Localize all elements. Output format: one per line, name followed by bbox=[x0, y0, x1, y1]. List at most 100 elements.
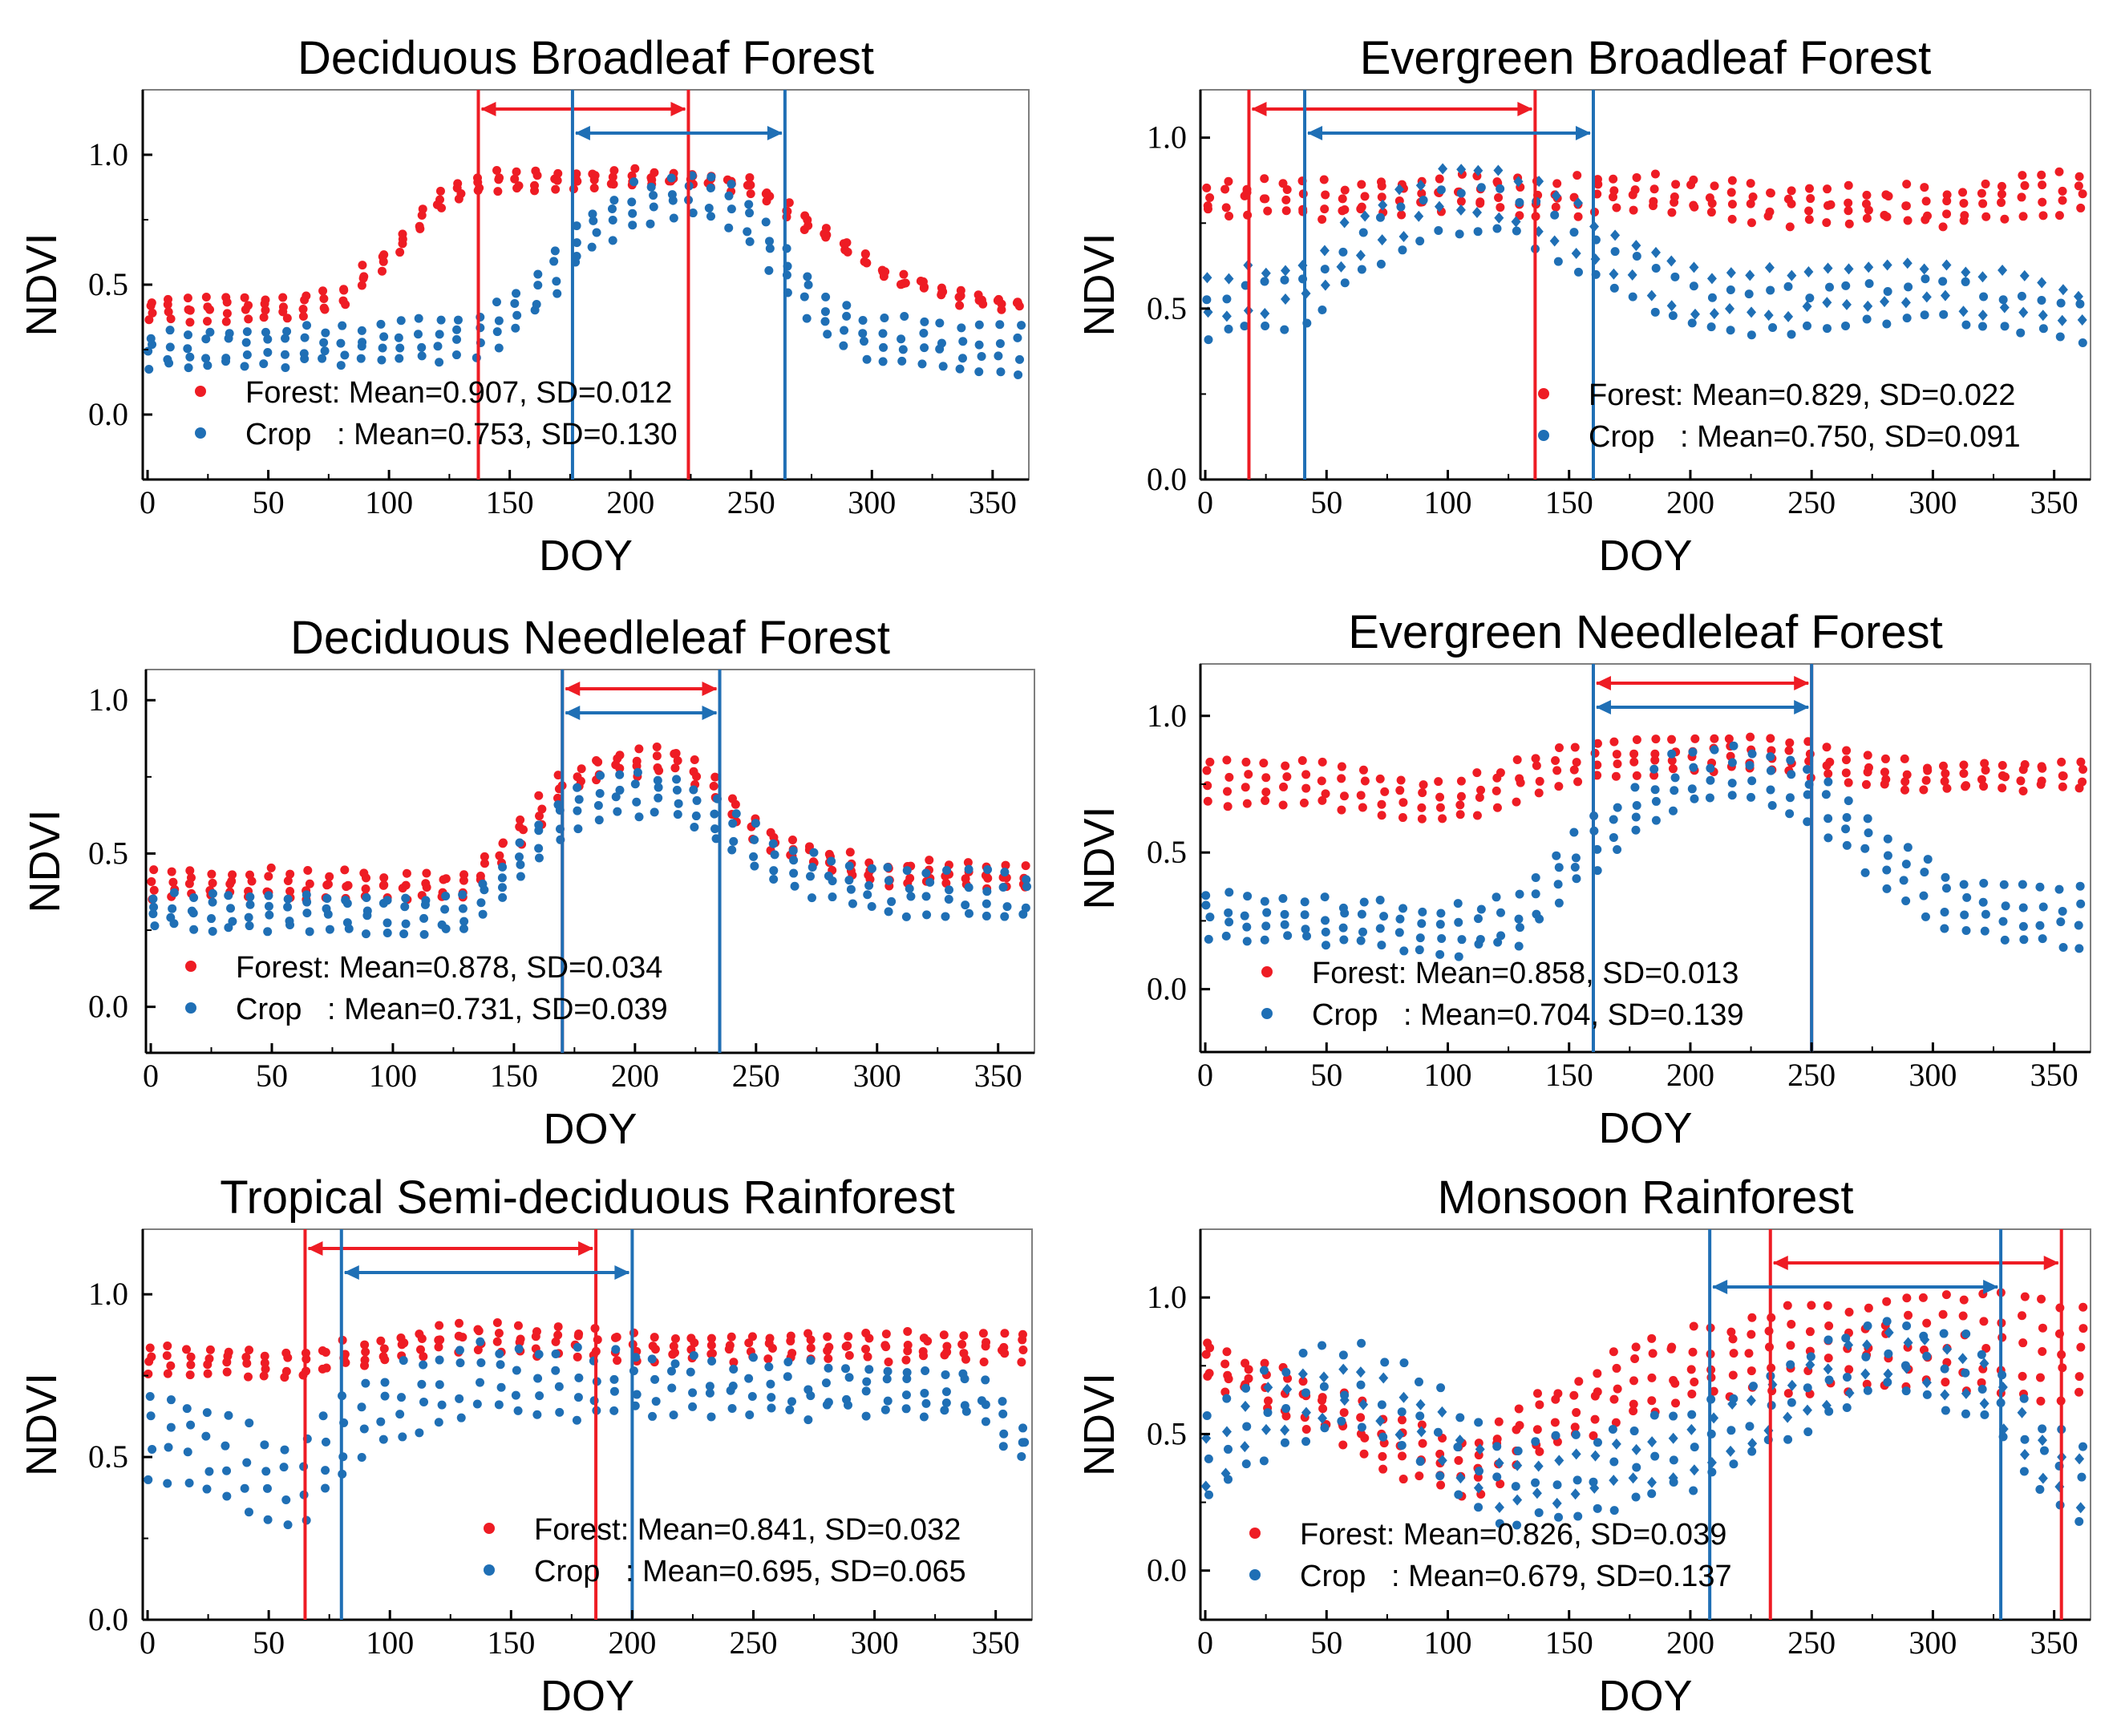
data-point-crop bbox=[666, 173, 676, 183]
data-point-crop bbox=[2038, 324, 2048, 334]
data-point-forest bbox=[573, 772, 582, 782]
data-point-crop bbox=[1375, 924, 1385, 933]
data-point-forest bbox=[553, 793, 563, 803]
data-point-crop bbox=[1806, 1352, 1815, 1362]
forest-arrowhead-right bbox=[670, 102, 686, 116]
data-point-crop bbox=[1396, 202, 1406, 212]
data-point-forest bbox=[650, 168, 659, 177]
data-point-forest bbox=[1746, 179, 1755, 188]
data-point-forest bbox=[800, 211, 810, 221]
data-point-forest bbox=[285, 886, 295, 896]
data-point-crop bbox=[476, 1358, 486, 1367]
data-point-crop bbox=[1651, 264, 1661, 273]
y-tick-label: 1.0 bbox=[1147, 1279, 1187, 1315]
data-point-forest bbox=[1629, 205, 1638, 215]
data-point-forest bbox=[261, 295, 270, 305]
data-point-crop bbox=[692, 795, 702, 805]
data-point-forest bbox=[1223, 802, 1233, 811]
data-point-forest bbox=[1630, 185, 1640, 195]
data-point-forest bbox=[1415, 1471, 1424, 1481]
data-point-crop bbox=[905, 884, 914, 893]
data-point-crop bbox=[1998, 295, 2008, 305]
data-point-crop bbox=[1473, 1482, 1483, 1494]
legend-label-forest: Forest: Mean=0.907, SD=0.012 bbox=[245, 376, 672, 410]
data-point-crop bbox=[609, 196, 619, 205]
data-point-crop bbox=[1939, 1329, 1949, 1338]
data-point-crop bbox=[1297, 1368, 1308, 1380]
data-point-forest bbox=[1612, 750, 1621, 759]
data-point-crop bbox=[1803, 1427, 1813, 1437]
data-point-forest bbox=[530, 180, 540, 190]
data-point-forest bbox=[1997, 198, 2006, 208]
data-point-forest bbox=[2018, 1338, 2028, 1348]
data-point-forest bbox=[281, 1366, 291, 1376]
data-point-forest bbox=[1282, 772, 1292, 782]
data-point-forest bbox=[670, 763, 680, 773]
data-point-crop bbox=[981, 1375, 990, 1385]
data-point-crop bbox=[805, 872, 815, 881]
data-point-forest bbox=[1512, 797, 1521, 807]
data-point-forest bbox=[1746, 732, 1755, 742]
data-point-crop bbox=[1921, 1377, 1932, 1389]
data-point-forest bbox=[512, 167, 521, 176]
data-point-crop bbox=[148, 1444, 157, 1454]
data-point-crop bbox=[413, 330, 423, 339]
data-point-crop bbox=[201, 334, 211, 344]
data-point-crop bbox=[1398, 245, 1407, 255]
data-point-forest bbox=[1689, 175, 1698, 184]
data-point-crop bbox=[357, 1402, 366, 1412]
legend-label-forest: Forest: Mean=0.841, SD=0.032 bbox=[534, 1513, 961, 1547]
data-point-crop bbox=[808, 862, 817, 872]
data-point-crop bbox=[1018, 1423, 1028, 1433]
data-point-forest bbox=[1534, 788, 1544, 798]
data-point-crop bbox=[279, 1463, 289, 1472]
data-point-forest bbox=[1201, 1350, 1211, 1359]
data-point-forest bbox=[1825, 757, 1835, 767]
data-point-crop bbox=[1202, 1411, 1212, 1421]
data-point-forest bbox=[1726, 188, 1736, 197]
data-point-forest bbox=[553, 1330, 563, 1340]
y-tick-label: 0.5 bbox=[1147, 290, 1187, 326]
data-point-crop bbox=[516, 860, 525, 869]
data-point-crop bbox=[840, 326, 849, 335]
data-point-forest bbox=[1902, 770, 1912, 779]
data-point-forest bbox=[164, 307, 173, 317]
data-point-crop bbox=[1824, 1375, 1834, 1385]
data-point-crop bbox=[1022, 875, 1031, 884]
data-point-forest bbox=[727, 1332, 736, 1341]
data-point-crop bbox=[201, 1431, 211, 1441]
legend-marker-forest bbox=[185, 961, 196, 972]
data-point-forest bbox=[201, 293, 211, 302]
data-point-crop bbox=[1398, 230, 1409, 242]
data-point-forest bbox=[1942, 783, 1952, 793]
data-point-forest bbox=[1766, 734, 1775, 743]
data-point-crop bbox=[1823, 1363, 1833, 1375]
data-point-crop bbox=[357, 326, 366, 335]
data-point-forest bbox=[1203, 781, 1212, 791]
data-point-crop bbox=[322, 893, 332, 903]
data-point-crop bbox=[1589, 1477, 1598, 1487]
data-point-crop bbox=[1378, 199, 1388, 211]
data-point-crop bbox=[2075, 1502, 2086, 1514]
data-point-crop bbox=[1844, 263, 1854, 275]
data-point-forest bbox=[1979, 782, 1989, 791]
data-point-crop bbox=[341, 896, 350, 905]
data-point-forest bbox=[1317, 776, 1326, 786]
data-point-crop bbox=[476, 1378, 485, 1387]
data-point-forest bbox=[1613, 1384, 1622, 1394]
data-point-crop bbox=[554, 1382, 564, 1391]
data-point-crop bbox=[1473, 914, 1483, 924]
data-point-crop bbox=[1419, 196, 1428, 205]
data-point-crop bbox=[669, 213, 678, 223]
data-point-crop bbox=[260, 1440, 269, 1450]
data-point-forest bbox=[1589, 1430, 1598, 1440]
data-point-crop bbox=[535, 1391, 544, 1401]
data-point-crop bbox=[201, 354, 211, 363]
data-point-crop bbox=[1764, 261, 1775, 273]
data-point-forest bbox=[1554, 743, 1564, 752]
legend-marker-forest bbox=[1538, 388, 1549, 399]
data-point-crop bbox=[552, 277, 561, 286]
data-point-crop bbox=[421, 896, 431, 905]
data-point-crop bbox=[1999, 880, 2009, 889]
